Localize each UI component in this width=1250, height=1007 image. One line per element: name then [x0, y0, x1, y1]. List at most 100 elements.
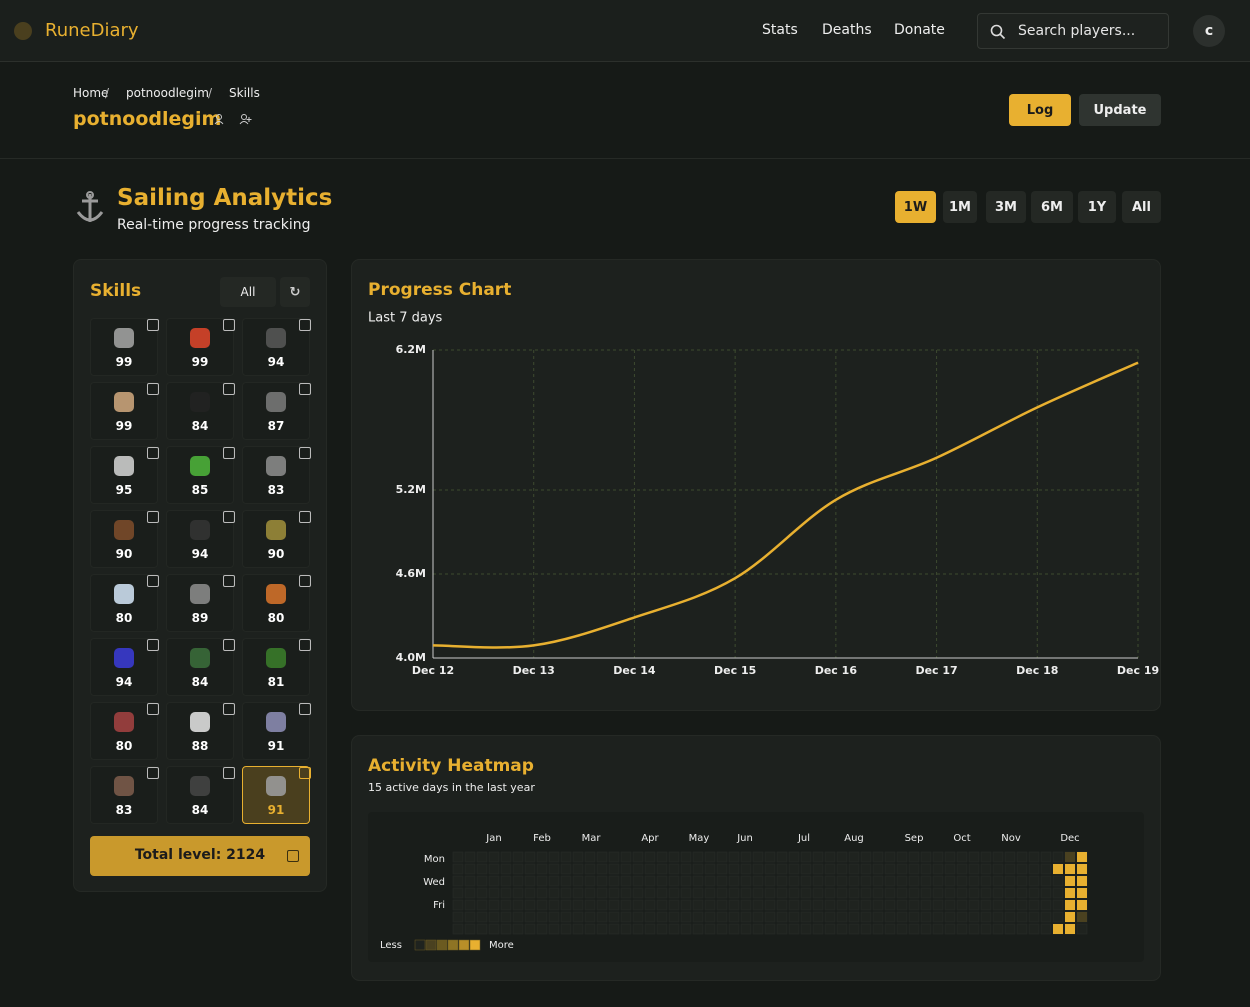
checkbox[interactable] [299, 383, 311, 395]
checkbox[interactable] [299, 511, 311, 523]
heatmap-cell-empty [656, 899, 668, 911]
checkbox[interactable] [147, 319, 159, 331]
skill-cell[interactable]: 83 [242, 446, 310, 504]
heatmap-cell-empty [632, 851, 644, 863]
reset-button[interactable]: ↻ [280, 277, 310, 307]
heatmap-cell-empty [824, 863, 836, 875]
logo-icon[interactable] [14, 22, 32, 40]
skill-cell[interactable]: 99 [90, 318, 158, 376]
log-button[interactable]: Log [1009, 94, 1071, 126]
heatmap-cell-empty [512, 851, 524, 863]
heatmap-cell-empty [980, 863, 992, 875]
skill-level: 94 [267, 355, 285, 369]
heatmap-cell-empty [920, 899, 932, 911]
heatmap-cell-empty [596, 863, 608, 875]
skill-cell[interactable]: 94 [166, 510, 234, 568]
skill-level: 99 [115, 419, 133, 433]
skill-cell[interactable]: 94 [242, 318, 310, 376]
skill-cell[interactable]: 85 [166, 446, 234, 504]
checkbox[interactable] [147, 767, 159, 779]
checkbox[interactable] [223, 575, 235, 587]
legend-swatch [469, 939, 481, 951]
heatmap-cell-empty [824, 887, 836, 899]
nav-link[interactable]: Deaths [822, 22, 872, 38]
heatmap-cell-empty [548, 851, 560, 863]
range-button[interactable]: 1Y [1078, 191, 1116, 223]
checkbox[interactable] [299, 639, 311, 651]
range-button[interactable]: 1W [895, 191, 936, 223]
brand[interactable]: RuneDiary [45, 20, 139, 41]
checkbox[interactable] [147, 383, 159, 395]
checkbox[interactable] [147, 511, 159, 523]
range-button[interactable]: 1M [943, 191, 977, 223]
range-button[interactable]: 3M [986, 191, 1026, 223]
skill-cell[interactable]: 95 [90, 446, 158, 504]
skill-cell[interactable]: 84 [166, 382, 234, 440]
heatmap-cell-empty [764, 899, 776, 911]
checkbox[interactable] [299, 767, 311, 779]
checkbox[interactable] [223, 511, 235, 523]
checkbox[interactable] [223, 767, 235, 779]
skill-cell[interactable]: 81 [242, 638, 310, 696]
skill-cell[interactable]: 99 [166, 318, 234, 376]
player-icons[interactable] [214, 113, 254, 127]
heatmap-cell-empty [512, 875, 524, 887]
skill-cell[interactable]: 84 [166, 766, 234, 824]
skill-level: 94 [115, 675, 133, 689]
skill-cell[interactable]: 99 [90, 382, 158, 440]
heatmap-cell-empty [692, 911, 704, 923]
checkbox[interactable] [299, 319, 311, 331]
checkbox[interactable] [147, 575, 159, 587]
checkbox[interactable] [299, 575, 311, 587]
breadcrumb-item[interactable]: potnoodlegim [126, 86, 209, 100]
heatmap-cell-empty [704, 863, 716, 875]
range-button[interactable]: 6M [1031, 191, 1073, 223]
skill-cell[interactable]: 83 [90, 766, 158, 824]
divider [0, 158, 1250, 159]
checkbox[interactable] [223, 319, 235, 331]
checkbox[interactable] [147, 447, 159, 459]
skill-cell[interactable]: 91 [242, 702, 310, 760]
skill-cell[interactable]: 80 [242, 574, 310, 632]
heatmap-cell-empty [644, 863, 656, 875]
total-level-button[interactable]: Total level: 2124 [90, 836, 310, 876]
update-button[interactable]: Update [1079, 94, 1161, 126]
heatmap-cell [1077, 888, 1087, 898]
heatmap-cell-empty [608, 923, 620, 935]
heatmap-cell-empty [992, 851, 1004, 863]
skill-cell[interactable]: 90 [90, 510, 158, 568]
nav-link[interactable]: Donate [894, 22, 945, 38]
heatmap-cell-empty [1004, 887, 1016, 899]
skill-cell[interactable]: 80 [90, 702, 158, 760]
skill-cell[interactable]: 88 [166, 702, 234, 760]
checkbox[interactable] [287, 850, 299, 862]
heatmap-cell-empty [980, 899, 992, 911]
skill-cell[interactable]: 90 [242, 510, 310, 568]
avatar[interactable]: c [1193, 15, 1225, 47]
skill-cell[interactable]: 94 [90, 638, 158, 696]
skill-cell[interactable]: 84 [166, 638, 234, 696]
heatmap-cell-empty [500, 875, 512, 887]
checkbox[interactable] [147, 703, 159, 715]
heatmap-cell-empty [464, 863, 476, 875]
breadcrumb-item[interactable]: Home [73, 86, 109, 100]
checkbox[interactable] [147, 639, 159, 651]
checkbox[interactable] [223, 703, 235, 715]
skill-cell[interactable]: 91 [242, 766, 310, 824]
heatmap-cell-empty [452, 923, 464, 935]
skill-cell[interactable]: 87 [242, 382, 310, 440]
skill-cell[interactable]: 89 [166, 574, 234, 632]
filter-button[interactable]: All [220, 277, 276, 307]
heatmap-cell-empty [740, 911, 752, 923]
nav-link[interactable]: Stats [762, 22, 798, 38]
heatmap-cell-empty [812, 863, 824, 875]
x-tick-label: Dec 17 [915, 664, 957, 677]
checkbox[interactable] [223, 639, 235, 651]
checkbox[interactable] [299, 447, 311, 459]
checkbox[interactable] [223, 383, 235, 395]
checkbox[interactable] [299, 703, 311, 715]
checkbox[interactable] [223, 447, 235, 459]
range-button[interactable]: All [1122, 191, 1161, 223]
skill-cell[interactable]: 80 [90, 574, 158, 632]
search-box[interactable]: Search players... [977, 13, 1169, 49]
